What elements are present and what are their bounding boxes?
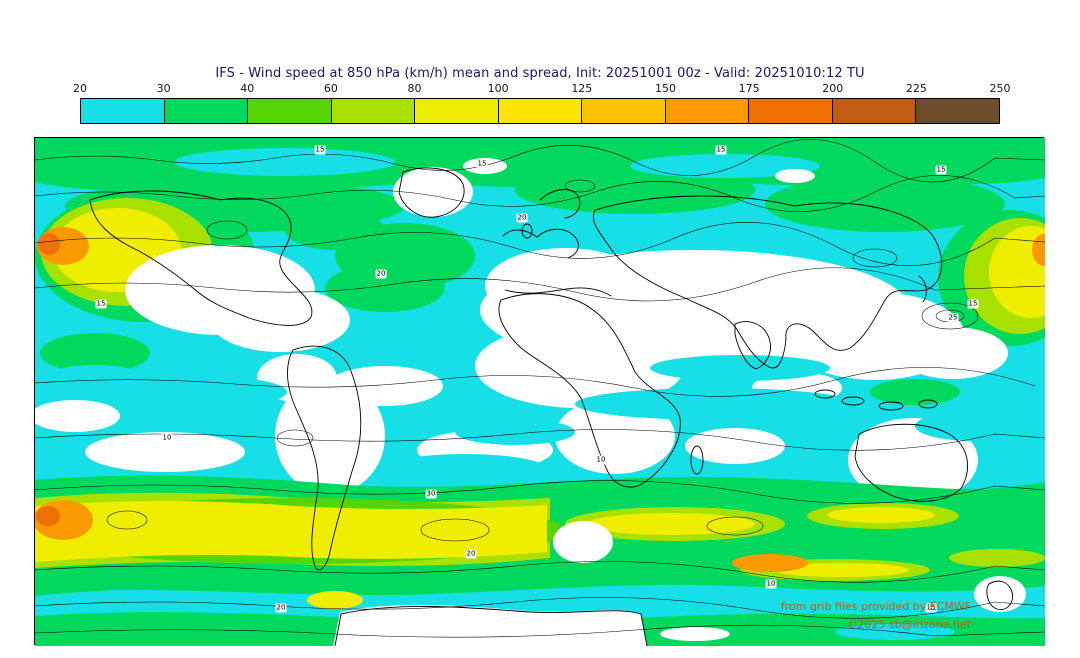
colorbar-tick: 150 (654, 82, 676, 95)
colorbar-segment (81, 99, 164, 123)
colorbar-segment (664, 99, 749, 123)
colorbar-tick: 225 (905, 82, 927, 95)
colorbar-tick: 30 (156, 82, 171, 95)
colorbar-tick: 40 (240, 82, 255, 95)
attribution-line-2: ©2025 sb@irizone.net (846, 617, 971, 631)
colorbar-tick: 80 (407, 82, 422, 95)
colorbar-segments (80, 98, 1000, 124)
colorbar-segment (497, 99, 582, 123)
colorbar-segment (163, 99, 248, 123)
colorbar-tick: 175 (738, 82, 760, 95)
contour-layer (35, 139, 1045, 638)
colorbar-tick: 200 (822, 82, 844, 95)
coastline-layer (89, 167, 1014, 646)
colorbar-tick: 125 (571, 82, 593, 95)
colorbar-segment (915, 99, 1000, 123)
colorbar-segment (831, 99, 916, 123)
attribution-line-1: from grib files provided by ECMWF (780, 599, 971, 613)
map-svg (35, 138, 1045, 646)
colorbar-ticks: 20 30 40 60 80 100 125 150 175 200 225 250 (73, 82, 1011, 96)
colorbar-tick: 100 (487, 82, 509, 95)
attribution: from grib files provided by ECMWF ©2025 … (781, 598, 971, 634)
colorbar: 20 30 40 60 80 100 125 150 175 200 225 250 (73, 82, 1011, 124)
colorbar-segment (330, 99, 415, 123)
colorbar-tick: 60 (323, 82, 338, 95)
colorbar-tick: 20 (73, 82, 87, 95)
page-title: IFS - Wind speed at 850 hPa (km/h) mean … (215, 66, 865, 81)
colorbar-tick: 250 (989, 82, 1011, 95)
colorbar-segment (748, 99, 832, 123)
world-map: 15 15 20 15 15 15 20 15 25 10 10 30 20 10 15 20 from gr… (34, 137, 1045, 646)
wind-field-layer (35, 138, 1045, 646)
colorbar-segment (247, 99, 331, 123)
colorbar-segment (581, 99, 665, 123)
colorbar-segment (414, 99, 498, 123)
